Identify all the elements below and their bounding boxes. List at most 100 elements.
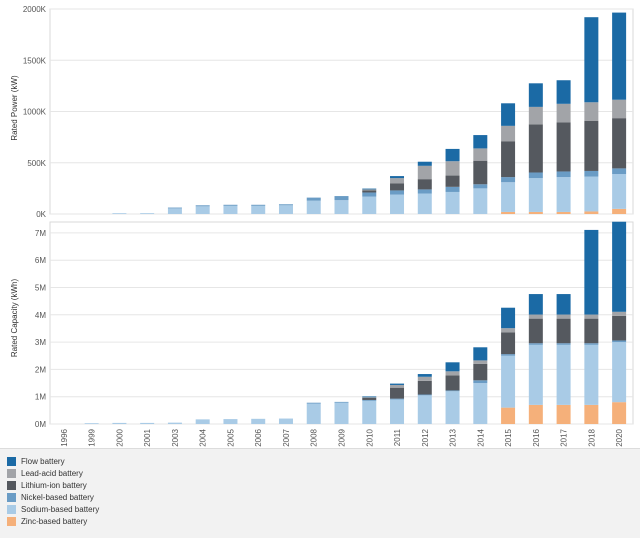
capacity-bar-segment-nickel-based-battery[interactable] xyxy=(473,380,488,384)
power-bar-segment-lithium-ion-battery[interactable] xyxy=(556,122,571,172)
power-bar-segment-flow-battery[interactable] xyxy=(612,12,627,100)
capacity-bar-segment-lithium-ion-battery[interactable] xyxy=(528,318,543,344)
power-bar-segment-nickel-based-battery[interactable] xyxy=(501,177,516,183)
legend-item-sodium-based-battery[interactable]: Sodium-based battery xyxy=(7,503,640,515)
power-bar-segment-sodium-based-battery[interactable] xyxy=(445,191,460,214)
capacity-bar-segment-sodium-based-battery[interactable] xyxy=(473,383,488,424)
capacity-bar-segment-lithium-ion-battery[interactable] xyxy=(417,380,432,395)
capacity-bar-segment-flow-battery[interactable] xyxy=(584,229,599,315)
power-bar-segment-flow-battery[interactable] xyxy=(584,17,599,103)
capacity-bar-segment-sodium-based-battery[interactable] xyxy=(306,403,321,424)
power-bar-segment-sodium-based-battery[interactable] xyxy=(140,213,155,214)
capacity-bar-segment-flow-battery[interactable] xyxy=(528,294,543,315)
capacity-bar-segment-lead-acid-battery[interactable] xyxy=(362,396,377,398)
power-bar-segment-flow-battery[interactable] xyxy=(445,148,460,162)
legend-item-lithium-ion-battery[interactable]: Lithium-ion battery xyxy=(7,479,640,491)
legend-item-flow-battery[interactable]: Flow battery xyxy=(7,455,640,467)
capacity-bar-segment-lithium-ion-battery[interactable] xyxy=(445,375,460,391)
power-bar-segment-sodium-based-battery[interactable] xyxy=(473,188,488,214)
power-bar-segment-lead-acid-battery[interactable] xyxy=(445,161,460,176)
power-bar-segment-flow-battery[interactable] xyxy=(556,80,571,104)
power-bar-segment-lithium-ion-battery[interactable] xyxy=(501,141,516,178)
power-bar-segment-lithium-ion-battery[interactable] xyxy=(473,160,488,185)
power-bar-segment-nickel-based-battery[interactable] xyxy=(584,170,599,177)
power-bar-segment-nickel-based-battery[interactable] xyxy=(390,190,405,195)
capacity-bar-segment-sodium-based-battery[interactable] xyxy=(334,402,349,424)
capacity-bar-segment-nickel-based-battery[interactable] xyxy=(528,343,543,345)
capacity-bar-segment-lead-acid-battery[interactable] xyxy=(612,311,627,316)
capacity-bar-segment-sodium-based-battery[interactable] xyxy=(612,342,627,403)
power-bar-segment-lead-acid-battery[interactable] xyxy=(501,125,516,142)
legend-item-zinc-based-battery[interactable]: Zinc-based battery xyxy=(7,515,640,527)
capacity-bar-segment-flow-battery[interactable] xyxy=(445,362,460,372)
capacity-bar-segment-sodium-based-battery[interactable] xyxy=(528,344,543,405)
power-bar-segment-lithium-ion-battery[interactable] xyxy=(390,183,405,191)
power-bar-segment-nickel-based-battery[interactable] xyxy=(473,184,488,189)
capacity-bar-segment-zinc-based-battery[interactable] xyxy=(556,404,571,424)
capacity-bar-segment-flow-battery[interactable] xyxy=(612,221,627,312)
power-bar-segment-nickel-based-battery[interactable] xyxy=(445,186,460,192)
capacity-bar-segment-nickel-based-battery[interactable] xyxy=(556,343,571,345)
capacity-bar-segment-flow-battery[interactable] xyxy=(556,294,571,315)
power-bar-segment-flow-battery[interactable] xyxy=(501,103,516,126)
capacity-bar-segment-lead-acid-battery[interactable] xyxy=(501,328,516,333)
capacity-bar-segment-lithium-ion-battery[interactable] xyxy=(612,315,627,341)
power-bar-segment-lead-acid-battery[interactable] xyxy=(473,148,488,161)
power-bar-segment-lead-acid-battery[interactable] xyxy=(362,189,377,191)
power-bar-segment-nickel-based-battery[interactable] xyxy=(223,204,238,206)
power-bar-segment-lead-acid-battery[interactable] xyxy=(417,165,432,180)
capacity-bar-segment-lead-acid-battery[interactable] xyxy=(584,314,599,319)
capacity-bar-segment-nickel-based-battery[interactable] xyxy=(501,354,516,356)
power-bar-segment-lithium-ion-battery[interactable] xyxy=(612,118,627,169)
capacity-bar-segment-nickel-based-battery[interactable] xyxy=(445,390,460,392)
capacity-bar-segment-nickel-based-battery[interactable] xyxy=(612,340,627,343)
power-bar-segment-nickel-based-battery[interactable] xyxy=(278,204,293,206)
power-bar-segment-flow-battery[interactable] xyxy=(390,176,405,179)
capacity-bar-segment-zinc-based-battery[interactable] xyxy=(612,402,627,424)
power-bar-segment-sodium-based-battery[interactable] xyxy=(167,208,182,214)
power-bar-segment-nickel-based-battery[interactable] xyxy=(362,192,377,197)
power-bar-segment-flow-battery[interactable] xyxy=(417,161,432,166)
capacity-bar-segment-flow-battery[interactable] xyxy=(501,307,516,329)
capacity-bar-segment-flow-battery[interactable] xyxy=(473,347,488,361)
power-bar-segment-lithium-ion-battery[interactable] xyxy=(445,175,460,187)
power-bar-segment-flow-battery[interactable] xyxy=(362,188,377,190)
power-bar-segment-lithium-ion-battery[interactable] xyxy=(528,124,543,173)
capacity-bar-segment-sodium-based-battery[interactable] xyxy=(251,418,266,424)
capacity-bar-segment-lead-acid-battery[interactable] xyxy=(417,376,432,381)
power-bar-segment-lead-acid-battery[interactable] xyxy=(556,103,571,123)
capacity-bar-segment-nickel-based-battery[interactable] xyxy=(362,399,377,401)
power-bar-segment-flow-battery[interactable] xyxy=(528,83,543,107)
capacity-bar-segment-sodium-based-battery[interactable] xyxy=(195,419,210,424)
capacity-bar-segment-sodium-based-battery[interactable] xyxy=(223,419,238,424)
capacity-bar-segment-lithium-ion-battery[interactable] xyxy=(390,387,405,399)
power-bar-segment-sodium-based-battery[interactable] xyxy=(501,182,516,212)
capacity-bar-segment-sodium-based-battery[interactable] xyxy=(112,422,127,424)
power-bar-segment-sodium-based-battery[interactable] xyxy=(112,213,127,214)
capacity-bar-segment-nickel-based-battery[interactable] xyxy=(334,401,349,403)
power-bar-segment-sodium-based-battery[interactable] xyxy=(251,205,266,214)
legend-item-lead-acid-battery[interactable]: Lead-acid battery xyxy=(7,467,640,479)
capacity-bar-segment-lead-acid-battery[interactable] xyxy=(528,314,543,319)
power-bar-segment-sodium-based-battery[interactable] xyxy=(362,196,377,214)
capacity-bar-segment-sodium-based-battery[interactable] xyxy=(417,395,432,424)
capacity-bar-segment-flow-battery[interactable] xyxy=(390,383,405,385)
legend-item-nickel-based-battery[interactable]: Nickel-based battery xyxy=(7,491,640,503)
power-bar-segment-nickel-based-battery[interactable] xyxy=(167,207,182,209)
power-bar-segment-sodium-based-battery[interactable] xyxy=(334,200,349,214)
capacity-bar-segment-lithium-ion-battery[interactable] xyxy=(501,332,516,355)
capacity-bar-segment-nickel-based-battery[interactable] xyxy=(584,343,599,345)
capacity-bar-segment-zinc-based-battery[interactable] xyxy=(501,407,516,424)
power-bar-segment-sodium-based-battery[interactable] xyxy=(278,205,293,214)
capacity-bar-segment-sodium-based-battery[interactable] xyxy=(556,344,571,405)
power-bar-segment-lead-acid-battery[interactable] xyxy=(390,178,405,184)
power-bar-segment-lithium-ion-battery[interactable] xyxy=(362,190,377,193)
power-bar-segment-nickel-based-battery[interactable] xyxy=(306,197,321,201)
power-bar-segment-sodium-based-battery[interactable] xyxy=(306,200,321,214)
power-bar-segment-sodium-based-battery[interactable] xyxy=(390,194,405,214)
power-bar-segment-sodium-based-battery[interactable] xyxy=(223,205,238,214)
capacity-bar-segment-lead-acid-battery[interactable] xyxy=(390,384,405,388)
capacity-bar-segment-lead-acid-battery[interactable] xyxy=(473,360,488,364)
power-bar-segment-sodium-based-battery[interactable] xyxy=(195,206,210,214)
power-bar-segment-lithium-ion-battery[interactable] xyxy=(584,120,599,171)
